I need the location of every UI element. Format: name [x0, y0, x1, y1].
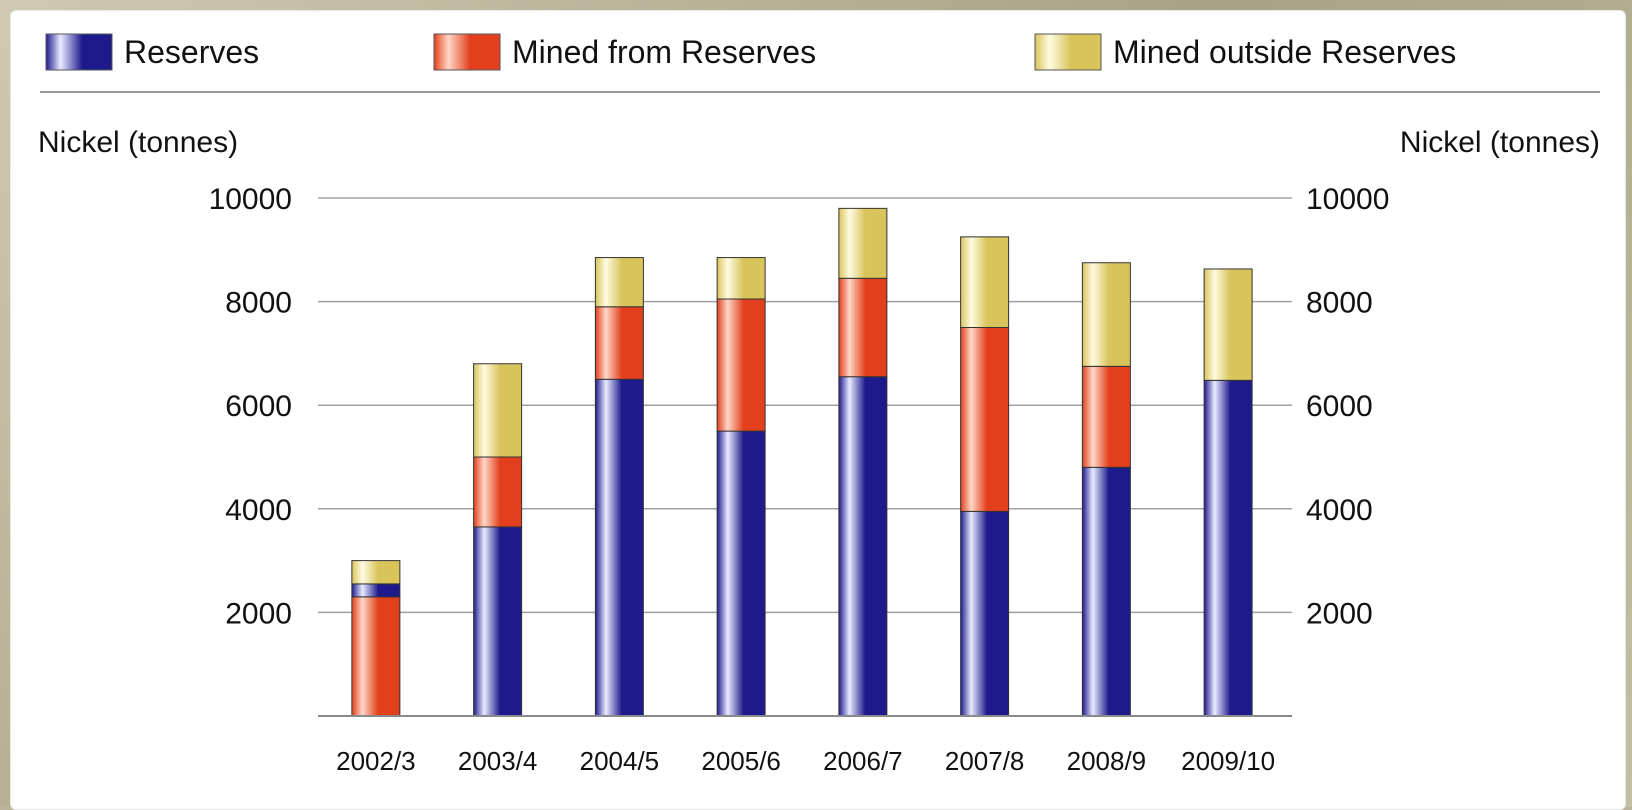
- gridlines: [318, 197, 1292, 614]
- bar-group-2005-6: [716, 257, 766, 717]
- x-tick-2009-10: 2009/10: [1181, 746, 1275, 776]
- legend-item-mined-outside-reserves: Mined outside Reserves: [1034, 33, 1456, 71]
- y-tick-left-8000: 8000: [225, 287, 292, 320]
- y-tick-right-2000: 2000: [1306, 597, 1373, 630]
- bar-group-2008-9: [1081, 262, 1131, 717]
- bar-2006-7-mined-outside-reserves: [838, 207, 888, 279]
- legend-swatch-mined-outside-reserves: [1034, 33, 1102, 71]
- y-tick-right-10000: 10000: [1306, 183, 1389, 216]
- bar-group-2006-7: [838, 207, 888, 717]
- y-ticks-right: 2000 4000 6000 8000 10000: [1306, 183, 1389, 630]
- bar-2005-6-mined-from-reserves: [716, 298, 766, 432]
- legend-label-reserves: Reserves: [124, 34, 259, 70]
- x-tick-2008-9: 2008/9: [1067, 746, 1147, 776]
- bar-2003-4-mined-outside-reserves: [473, 363, 523, 458]
- bar-2002-3-mined-outside-reserves: [351, 560, 401, 585]
- y-tick-right-8000: 8000: [1306, 287, 1373, 320]
- y-ticks-left: 2000 4000 6000 8000 10000: [209, 183, 292, 630]
- bar-2007-8-mined-from-reserves: [960, 327, 1010, 512]
- bar-2007-8-reserves: [960, 510, 1010, 717]
- bar-2005-6-reserves: [716, 430, 766, 717]
- bar-2002-3-mined-from-reserves: [351, 596, 401, 717]
- y-tick-left-6000: 6000: [225, 390, 292, 423]
- x-tick-2004-5: 2004/5: [580, 746, 660, 776]
- bar-2003-4-reserves: [473, 526, 523, 717]
- bar-2009-10-mined-outside-reserves: [1203, 268, 1253, 381]
- bar-2006-7-reserves: [838, 376, 888, 717]
- legend-swatch-mined-from-reserves: [433, 33, 501, 71]
- bar-group-2007-8: [960, 236, 1010, 717]
- bar-2008-9-reserves: [1081, 466, 1131, 717]
- x-tick-2007-8: 2007/8: [945, 746, 1025, 776]
- bars: [351, 207, 1253, 717]
- chart-panel: Reserves Mined from Reserves Mined outside…: [10, 10, 1626, 810]
- x-tick-2003-4: 2003/4: [458, 746, 538, 776]
- bar-2008-9-mined-from-reserves: [1081, 365, 1131, 468]
- legend-swatch-reserves: [45, 33, 113, 71]
- y-tick-left-4000: 4000: [225, 494, 292, 527]
- bar-2004-5-reserves: [594, 378, 644, 717]
- x-tick-2005-6: 2005/6: [701, 746, 781, 776]
- bar-2005-6-mined-outside-reserves: [716, 257, 766, 300]
- legend-label-mined-outside-reserves: Mined outside Reserves: [1113, 34, 1456, 70]
- bar-2002-3-reserves: [351, 583, 401, 598]
- bar-2007-8-mined-outside-reserves: [960, 236, 1010, 329]
- bar-group-2002-3: [351, 560, 401, 717]
- bar-group-2009-10: [1203, 268, 1253, 717]
- bar-group-2003-4: [473, 363, 523, 717]
- bar-2009-10-reserves: [1203, 379, 1253, 717]
- bar-2003-4-mined-from-reserves: [473, 456, 523, 528]
- y-tick-left-2000: 2000: [225, 597, 292, 630]
- legend: Reserves Mined from Reserves Mined outside…: [45, 33, 1456, 71]
- legend-item-mined-from-reserves: Mined from Reserves: [433, 33, 816, 71]
- bar-2006-7-mined-from-reserves: [838, 277, 888, 378]
- stacked-bar-chart: Reserves Mined from Reserves Mined outside…: [38, 33, 1600, 776]
- legend-item-reserves: Reserves: [45, 33, 259, 71]
- x-tick-2002-3: 2002/3: [336, 746, 416, 776]
- y-tick-right-4000: 4000: [1306, 494, 1373, 527]
- bar-group-2004-5: [594, 257, 644, 717]
- y-axis-label-left: Nickel (tonnes): [38, 126, 238, 159]
- x-tick-labels: 2002/3 2003/4 2004/5 2005/6 2006/7 2007/8 2008…: [336, 746, 1275, 776]
- bar-2004-5-mined-from-reserves: [594, 306, 644, 380]
- bar-2008-9-mined-outside-reserves: [1081, 262, 1131, 367]
- y-axis-label-right: Nickel (tonnes): [1400, 126, 1600, 159]
- x-tick-2006-7: 2006/7: [823, 746, 903, 776]
- bar-2004-5-mined-outside-reserves: [594, 257, 644, 308]
- y-tick-right-6000: 6000: [1306, 390, 1373, 423]
- y-tick-left-10000: 10000: [209, 183, 292, 216]
- legend-label-mined-from-reserves: Mined from Reserves: [512, 34, 816, 70]
